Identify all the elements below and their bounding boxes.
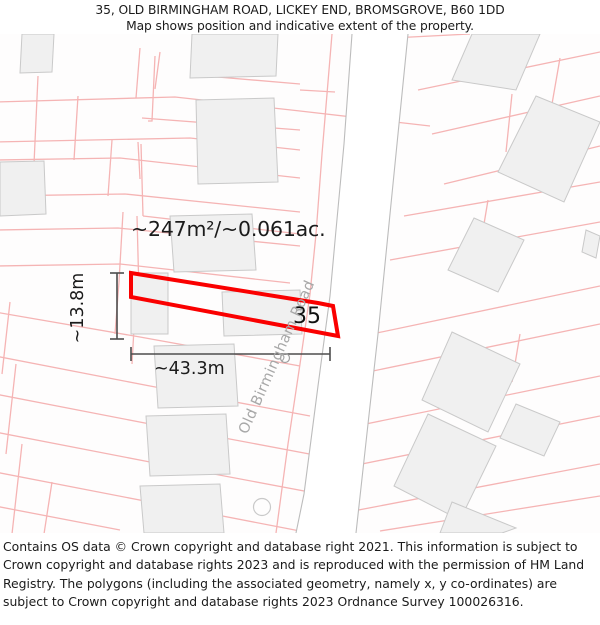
page-title: 35, OLD BIRMINGHAM ROAD, LICKEY END, BRO…: [95, 3, 505, 17]
width-dimension-label: ~43.3m: [154, 359, 225, 379]
map-vector-layer: [0, 34, 600, 533]
copyright-text: Contains OS data © Crown copyright and d…: [3, 539, 585, 610]
page-header: 35, OLD BIRMINGHAM ROAD, LICKEY END, BRO…: [0, 0, 600, 34]
map-canvas[interactable]: ~247m²/~0.061ac. 35 ~43.3m ~13.8m Old Bi…: [0, 34, 600, 533]
map-furniture: [252, 352, 291, 517]
plot-number-label: 35: [293, 304, 321, 329]
page-subtitle: Map shows position and indicative extent…: [126, 19, 474, 33]
copyright-footer: Contains OS data © Crown copyright and d…: [0, 534, 600, 612]
road-corridor: [295, 34, 409, 533]
area-label: ~247m²/~0.061ac.: [131, 217, 326, 241]
property-boundary-polygon[interactable]: [129, 270, 341, 339]
height-dimension-label: ~13.8m: [68, 272, 88, 344]
dimension-indicators: [110, 272, 331, 361]
